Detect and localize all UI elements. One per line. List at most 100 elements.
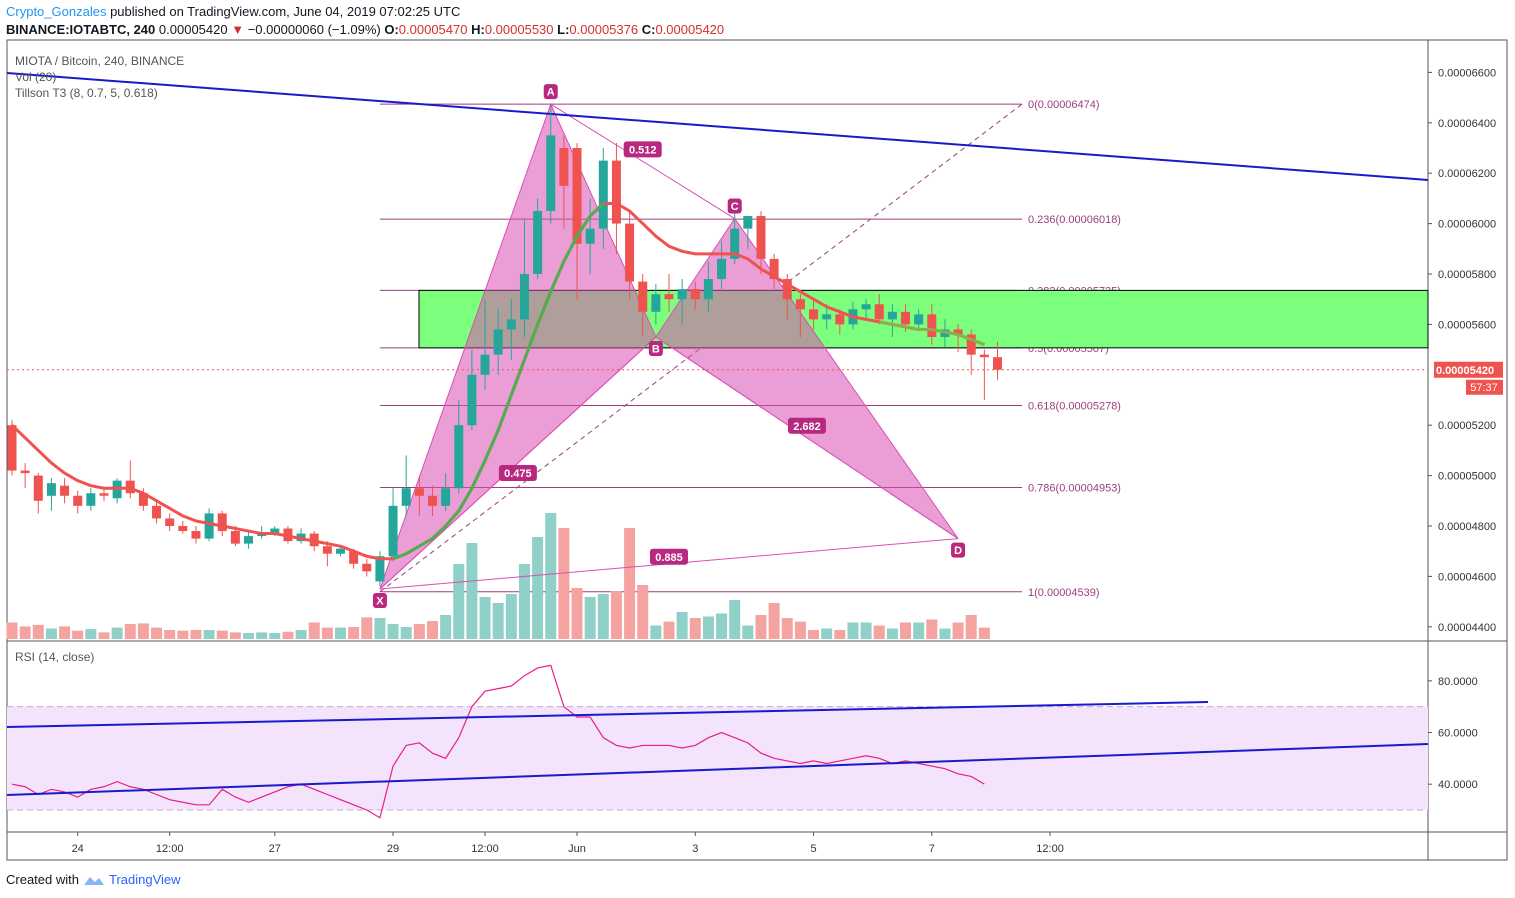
candle-body xyxy=(60,485,70,496)
countdown-tag xyxy=(1466,379,1503,395)
rsi-lower-trendline xyxy=(6,743,1429,796)
candle-body xyxy=(756,216,766,259)
volume-bar xyxy=(505,594,517,639)
rsi-line xyxy=(11,664,985,819)
pattern-ratio-line xyxy=(379,336,657,590)
last-price-tag-label: 0.00005420 xyxy=(1436,365,1494,377)
candle-body xyxy=(138,493,148,506)
volume-bar xyxy=(413,624,425,639)
candle-body xyxy=(559,148,569,186)
high-value: 0.00005530 xyxy=(484,22,554,37)
volume-bar xyxy=(808,630,820,639)
candle-body xyxy=(677,289,687,300)
candle-body xyxy=(99,493,109,496)
last-price: 0.00005420 xyxy=(158,22,228,37)
price-tick-label: 0.00004600 xyxy=(1438,571,1496,583)
candle-body xyxy=(427,495,437,506)
candle-body xyxy=(375,556,385,582)
time-tick-label: 12:00 xyxy=(471,843,499,855)
publish-info: published on TradingView.com, June 04, 2… xyxy=(110,4,461,19)
volume-bar xyxy=(676,612,688,639)
volume-bar xyxy=(913,622,925,639)
ohlc-line: BINANCE:IOTABTC, 240 0.00005420 ▼ −0.000… xyxy=(6,22,724,37)
footer-brand[interactable]: TradingView xyxy=(108,872,181,887)
candle-body xyxy=(703,279,713,300)
volume-bar xyxy=(584,597,596,639)
fib-level-label: 0(0.00006474) xyxy=(1028,99,1100,111)
pattern-ratio-line xyxy=(550,103,735,219)
last-price-tag xyxy=(1434,361,1503,378)
volume-bar xyxy=(702,616,714,639)
volume-bar xyxy=(137,623,149,639)
price-tick-label: 0.00006000 xyxy=(1438,219,1496,231)
volume-bar xyxy=(203,630,215,639)
candle-body xyxy=(979,354,989,358)
time-tick-label: 12:00 xyxy=(1036,843,1064,855)
countdown-label: 57:37 xyxy=(1470,382,1498,394)
volume-bar xyxy=(151,627,163,639)
price-tick-label: 0.00006600 xyxy=(1438,67,1496,79)
price-tick-label: 0.00005600 xyxy=(1438,319,1496,331)
volume-bar xyxy=(229,632,241,639)
pattern-ratio-label: 0.512 xyxy=(629,144,657,156)
candle-body xyxy=(270,528,280,534)
pattern-ratio-marker xyxy=(623,141,662,158)
pattern-point-label: C xyxy=(731,201,739,213)
candle-body xyxy=(480,354,490,375)
volume-bar xyxy=(755,615,767,639)
price-tick-label: 0.00005800 xyxy=(1438,269,1496,281)
resistance-trendline xyxy=(6,72,1429,181)
candle-body xyxy=(441,488,451,506)
price-tick-label: 0.00005200 xyxy=(1438,420,1496,432)
volume-bar xyxy=(794,621,806,639)
candle-body xyxy=(506,319,516,330)
candle-body xyxy=(743,216,753,229)
volume-bar xyxy=(663,621,675,639)
candle-body xyxy=(585,228,595,244)
volume-legend: Vol (20) xyxy=(15,70,57,84)
candle-body xyxy=(33,475,43,501)
pattern-point-marker xyxy=(543,84,558,100)
fib-level-label: 1(0.00004539) xyxy=(1028,587,1100,599)
volume-bar xyxy=(124,624,136,639)
time-tick-label: 7 xyxy=(929,843,935,855)
down-arrow-icon: ▼ xyxy=(231,22,245,37)
candle-body xyxy=(769,258,779,280)
candle-body xyxy=(414,488,424,496)
open-label: O: xyxy=(384,22,399,37)
volume-bar xyxy=(335,627,346,639)
volume-bar xyxy=(426,621,438,639)
price-tick-label: 0.00005000 xyxy=(1438,471,1496,483)
volume-bar xyxy=(978,627,990,639)
candle-body xyxy=(598,160,608,229)
pattern-ratio-line xyxy=(655,336,959,540)
price-tick-label: 0.00006400 xyxy=(1438,118,1496,130)
volume-bar xyxy=(952,622,964,639)
volume-bar xyxy=(545,513,557,639)
rsi-tick-label: 40.0000 xyxy=(1438,779,1478,791)
candle-body xyxy=(546,135,556,211)
volume-bar xyxy=(440,615,452,639)
volume-bar xyxy=(886,628,898,639)
candle-body xyxy=(572,148,582,244)
volume-bar xyxy=(939,628,951,639)
fib-level-label: 0.236(0.00006018) xyxy=(1028,214,1121,226)
time-tick-label: 5 xyxy=(810,843,816,855)
volume-bar xyxy=(269,633,281,639)
candle-body xyxy=(244,536,254,544)
candle-body xyxy=(322,546,332,554)
candle-body xyxy=(901,311,911,325)
candle-body xyxy=(625,223,635,282)
publisher-username[interactable]: Crypto_Gonzales xyxy=(6,4,107,19)
candle-body xyxy=(519,274,529,320)
footer-created: Created with xyxy=(6,872,79,887)
tillson-t3-flat-segment xyxy=(878,320,985,346)
candle-body xyxy=(230,531,240,544)
volume-bar xyxy=(781,618,793,639)
candle-body xyxy=(178,526,188,532)
close-label: C: xyxy=(641,22,656,37)
candle-body xyxy=(86,493,96,506)
candle-body xyxy=(651,294,661,312)
price-change: −0.00000060 (−1.09%) xyxy=(247,22,381,37)
